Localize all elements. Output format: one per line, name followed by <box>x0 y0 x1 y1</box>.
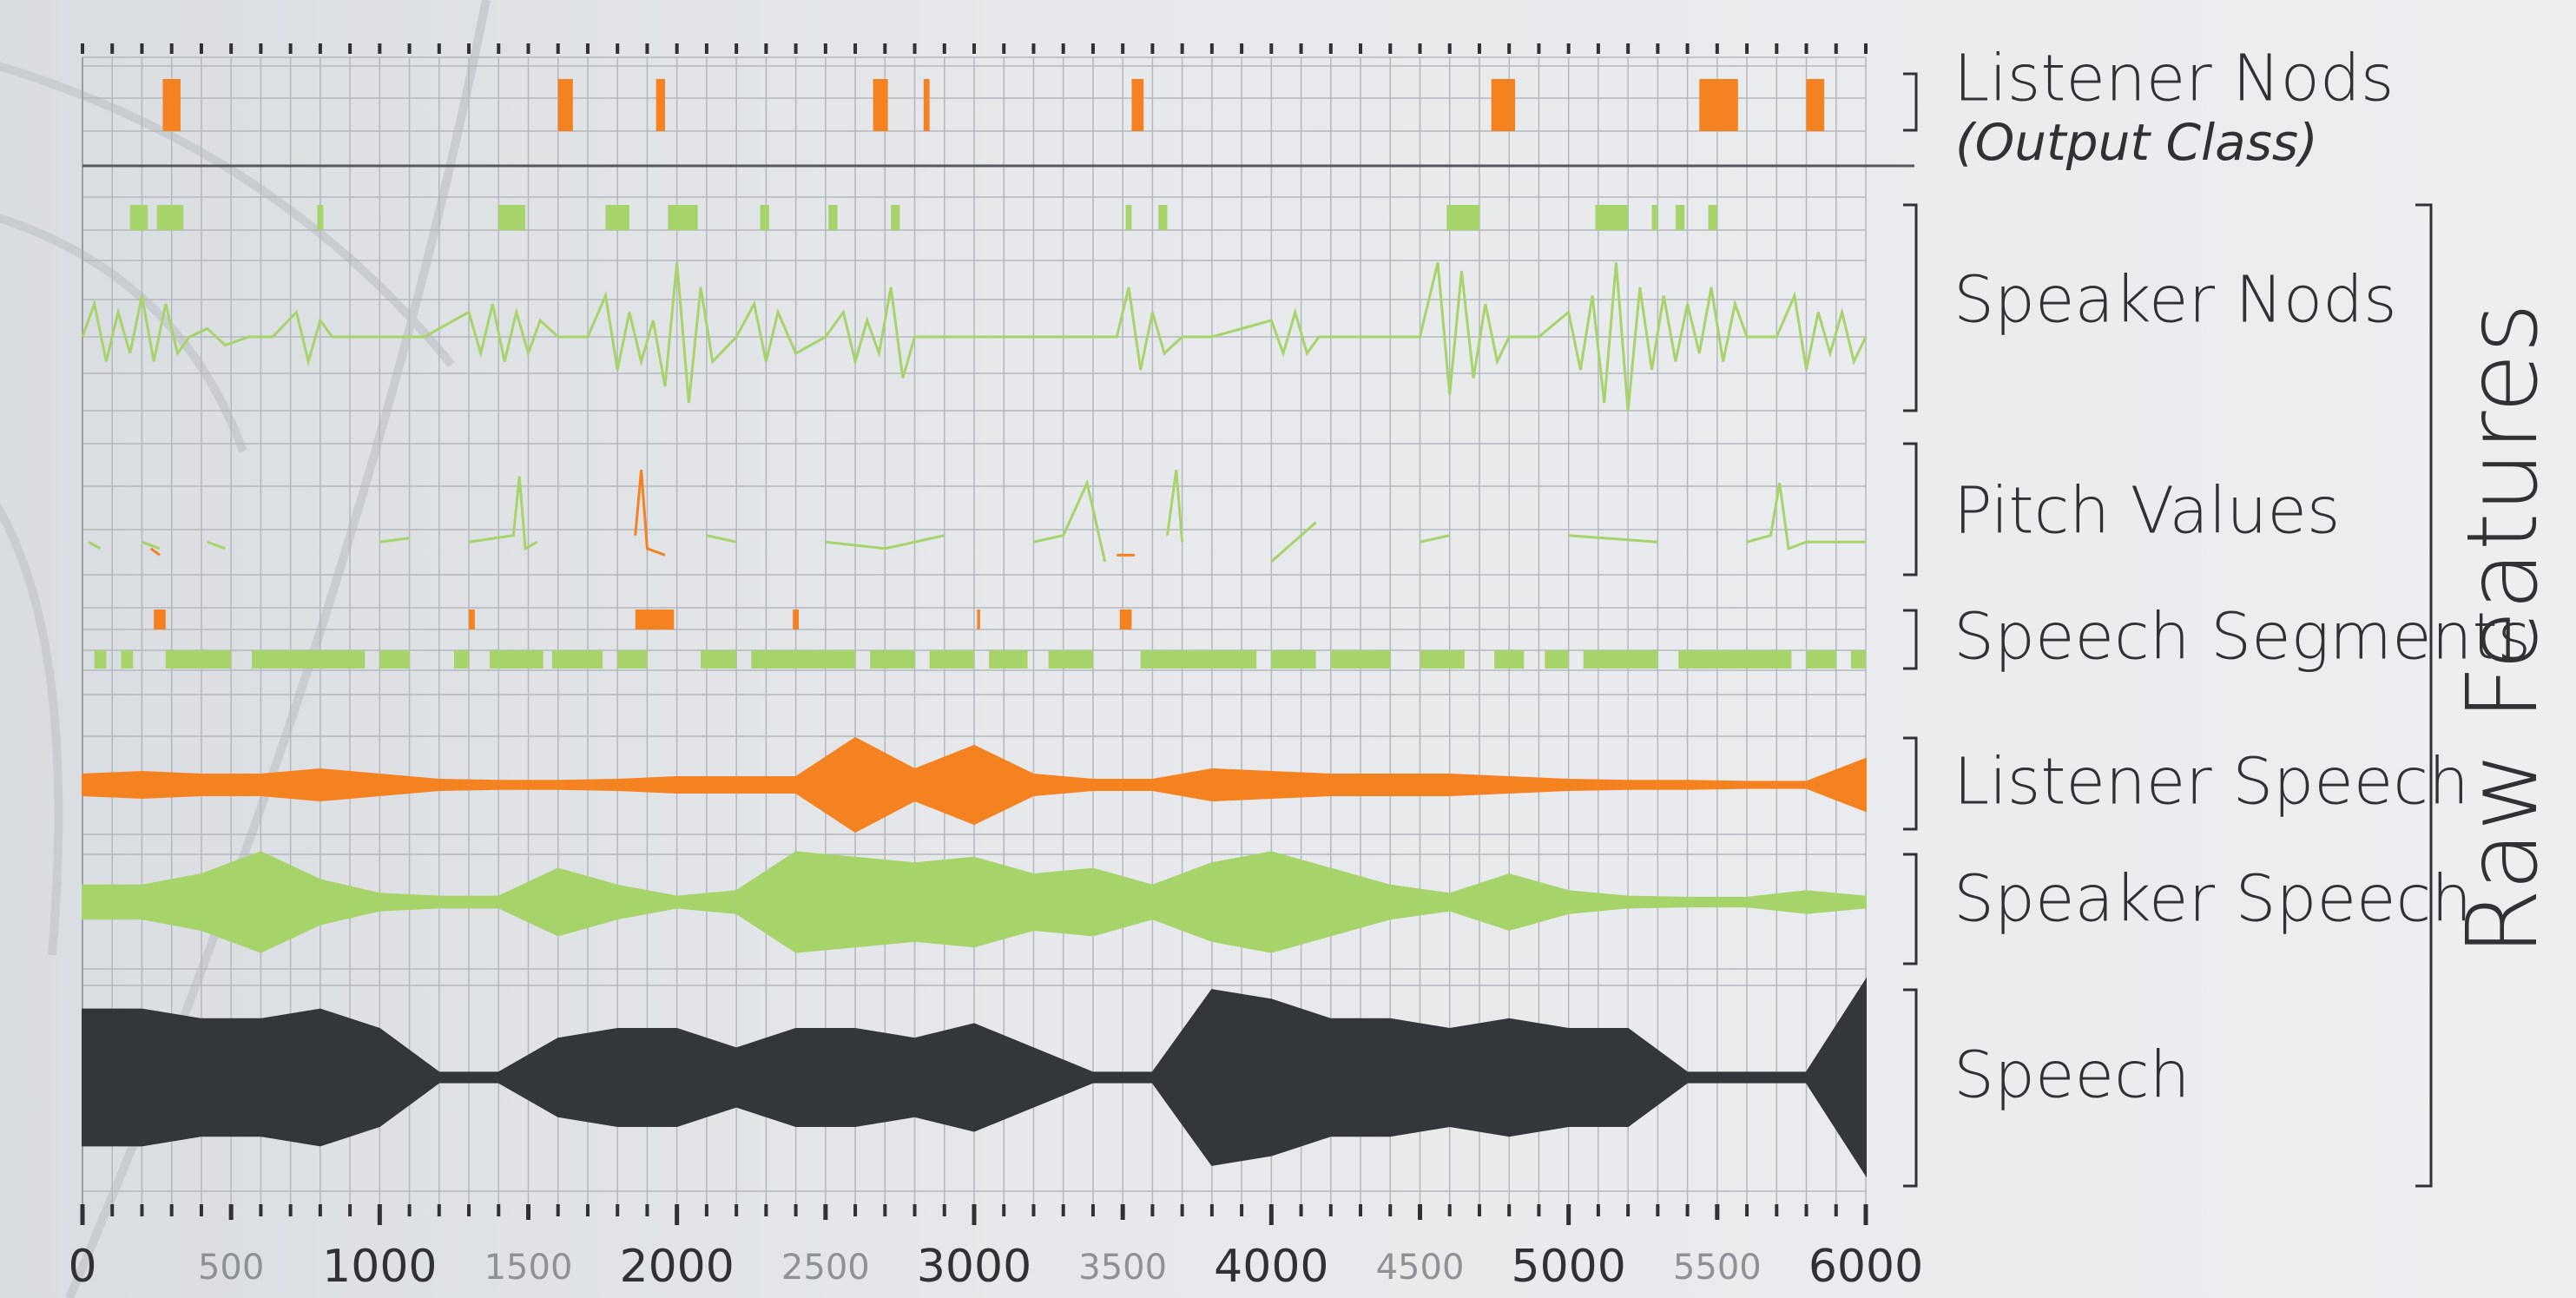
interval <box>668 205 697 230</box>
interval <box>606 205 629 230</box>
track-sublabel: (Output Class) <box>1955 113 2318 172</box>
interval <box>1271 650 1315 669</box>
page: 0 500 1000 1500 2000 2500 3000 3500 4000 4500 5000… <box>0 0 2576 1298</box>
interval <box>552 650 603 669</box>
bracket <box>1903 205 1916 411</box>
track-label: Speaker Speech <box>1953 862 2472 937</box>
interval <box>130 205 148 230</box>
x-tick-label: 5000 <box>1511 1241 1625 1293</box>
x-tick-label: 4000 <box>1214 1241 1328 1293</box>
interval <box>498 205 525 230</box>
interval <box>1331 650 1390 669</box>
interval <box>454 650 469 669</box>
interval <box>1492 79 1515 131</box>
interval <box>1494 650 1524 669</box>
interval <box>154 609 166 629</box>
group-label: Raw Features <box>2447 303 2560 957</box>
track-label: Listener Nods <box>1953 42 2394 116</box>
interval <box>379 650 409 669</box>
interval <box>989 650 1028 669</box>
bracket <box>1903 610 1916 669</box>
interval <box>1595 205 1628 230</box>
x-tick-label: 0 <box>68 1241 96 1293</box>
interval <box>617 650 647 669</box>
interval <box>891 205 899 230</box>
interval <box>1652 205 1658 230</box>
x-tick-label: 3000 <box>917 1241 1031 1293</box>
interval <box>1709 205 1717 230</box>
interval <box>1584 650 1658 669</box>
x-tick-label: 4500 <box>1376 1248 1465 1288</box>
interval <box>1545 650 1568 669</box>
interval <box>1699 79 1738 131</box>
interval <box>252 650 365 669</box>
line <box>151 470 1135 555</box>
interval <box>751 650 855 669</box>
interval <box>870 650 914 669</box>
interval <box>924 79 930 131</box>
interval <box>122 650 134 669</box>
track-label: Speech Segments <box>1953 600 2531 675</box>
interval <box>1158 205 1167 230</box>
track-label: Listener Speech <box>1953 745 2469 820</box>
interval <box>469 609 475 629</box>
interval <box>1126 205 1132 230</box>
interval <box>490 650 544 669</box>
bracket <box>1903 74 1916 130</box>
interval <box>95 650 107 669</box>
bracket <box>1903 854 1916 964</box>
interval <box>1049 650 1093 669</box>
interval <box>636 609 675 629</box>
x-tick-label: 1500 <box>484 1248 573 1288</box>
interval <box>1120 609 1132 629</box>
interval <box>1851 650 1866 669</box>
interval <box>166 650 231 669</box>
x-tick-label: 6000 <box>1808 1241 1923 1293</box>
bracket <box>1903 444 1916 575</box>
interval <box>701 650 736 669</box>
x-tick-label: 5500 <box>1673 1248 1762 1288</box>
group-bracket <box>2415 205 2431 1186</box>
interval <box>761 205 769 230</box>
interval <box>157 205 184 230</box>
x-tick-label: 2000 <box>619 1241 734 1293</box>
interval <box>1420 650 1465 669</box>
x-tick-label: 2500 <box>781 1248 870 1288</box>
interval <box>1446 205 1479 230</box>
track-label: Speaker Nods <box>1953 263 2397 338</box>
x-tick-label: 1000 <box>322 1241 437 1293</box>
interval <box>656 79 665 131</box>
interval <box>793 609 799 629</box>
chart: 0 500 1000 1500 2000 2500 3000 3500 4000 4500 5000… <box>0 0 2576 1298</box>
interval <box>1807 650 1836 669</box>
interval <box>1141 650 1257 669</box>
interval <box>558 79 573 131</box>
interval <box>1678 650 1791 669</box>
interval <box>317 205 323 230</box>
bracket <box>1903 738 1916 829</box>
track-label: Speech <box>1953 1038 2191 1113</box>
interval <box>1676 205 1684 230</box>
interval <box>873 79 888 131</box>
interval <box>977 609 979 629</box>
x-tick-label: 500 <box>198 1248 264 1288</box>
interval <box>162 79 181 131</box>
track-label: Pitch Values <box>1953 474 2340 549</box>
interval <box>1807 79 1825 131</box>
x-tick-label: 3500 <box>1078 1248 1167 1288</box>
interval <box>1131 79 1143 131</box>
interval <box>828 205 837 230</box>
interval <box>930 650 974 669</box>
bracket <box>1903 990 1916 1186</box>
